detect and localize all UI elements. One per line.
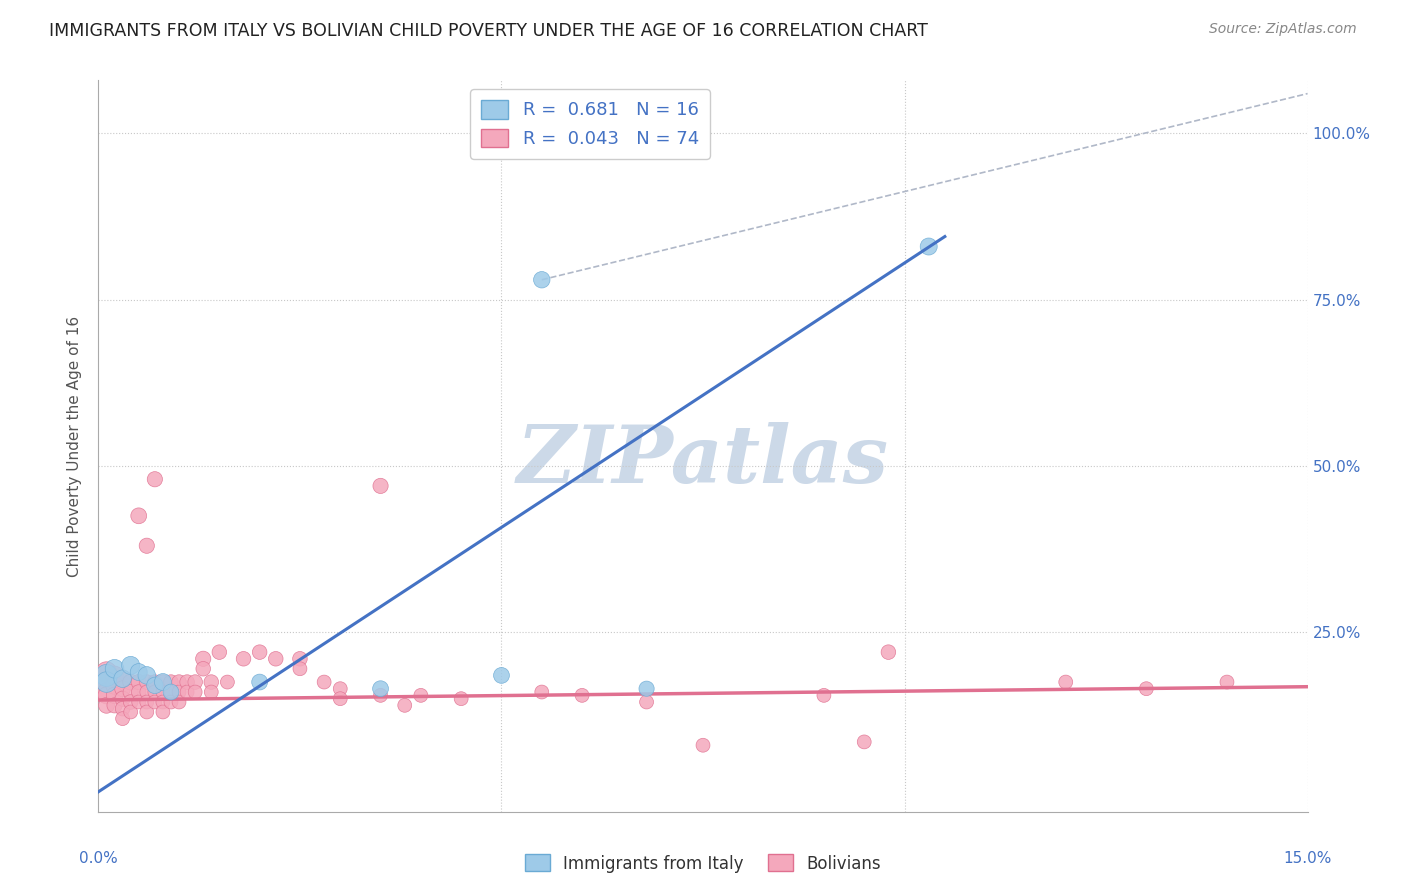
Point <box>530 685 553 699</box>
Point <box>111 712 134 726</box>
Point <box>128 695 150 709</box>
Text: Source: ZipAtlas.com: Source: ZipAtlas.com <box>1209 22 1357 37</box>
Point <box>160 685 183 699</box>
Point <box>96 665 118 679</box>
Point <box>103 668 125 682</box>
Point <box>96 685 118 699</box>
Text: ZIPatlas: ZIPatlas <box>517 422 889 500</box>
Point <box>1054 675 1077 690</box>
Point <box>96 668 118 682</box>
Point <box>208 645 231 659</box>
Point <box>329 681 352 696</box>
Point <box>217 675 239 690</box>
Point <box>143 472 166 486</box>
Point <box>135 539 157 553</box>
Point <box>249 675 271 690</box>
Point <box>143 685 166 699</box>
Text: IMMIGRANTS FROM ITALY VS BOLIVIAN CHILD POVERTY UNDER THE AGE OF 16 CORRELATION : IMMIGRANTS FROM ITALY VS BOLIVIAN CHILD … <box>49 22 928 40</box>
Point <box>152 675 174 690</box>
Point <box>96 689 118 703</box>
Point <box>370 689 392 703</box>
Point <box>918 239 941 253</box>
Point <box>264 652 287 666</box>
Point <box>200 675 222 690</box>
Point <box>111 681 134 696</box>
Point <box>103 678 125 692</box>
Point <box>111 691 134 706</box>
Point <box>143 675 166 690</box>
Point <box>370 681 392 696</box>
Text: 0.0%: 0.0% <box>79 851 118 865</box>
Point <box>103 662 125 676</box>
Point <box>120 658 142 673</box>
Point <box>96 698 118 713</box>
Point <box>167 685 190 699</box>
Point <box>692 738 714 752</box>
Point <box>128 685 150 699</box>
Point <box>128 675 150 690</box>
Point <box>329 691 352 706</box>
Point <box>200 685 222 699</box>
Point <box>120 695 142 709</box>
Point <box>160 675 183 690</box>
Point <box>152 685 174 699</box>
Point <box>160 685 183 699</box>
Point <box>103 689 125 703</box>
Point <box>571 689 593 703</box>
Point <box>135 675 157 690</box>
Point <box>636 695 658 709</box>
Point <box>96 675 118 690</box>
Text: 15.0%: 15.0% <box>1284 851 1331 865</box>
Point <box>111 672 134 686</box>
Point <box>128 508 150 523</box>
Point <box>120 675 142 690</box>
Legend: Immigrants from Italy, Bolivians: Immigrants from Italy, Bolivians <box>517 847 889 880</box>
Point <box>530 273 553 287</box>
Point <box>160 695 183 709</box>
Point <box>167 675 190 690</box>
Point <box>853 735 876 749</box>
Point <box>288 662 311 676</box>
Y-axis label: Child Poverty Under the Age of 16: Child Poverty Under the Age of 16 <box>67 316 83 576</box>
Point <box>184 675 207 690</box>
Point <box>491 668 513 682</box>
Point <box>152 695 174 709</box>
Point <box>152 705 174 719</box>
Point <box>184 685 207 699</box>
Point <box>193 652 215 666</box>
Point <box>135 668 157 682</box>
Point <box>394 698 416 713</box>
Point <box>314 675 336 690</box>
Point <box>111 672 134 686</box>
Point <box>135 685 157 699</box>
Point <box>167 695 190 709</box>
Point <box>135 705 157 719</box>
Point <box>111 701 134 715</box>
Point <box>128 665 150 679</box>
Point <box>1216 675 1239 690</box>
Point <box>96 675 118 690</box>
Point <box>193 662 215 676</box>
Point <box>176 675 198 690</box>
Point <box>409 689 432 703</box>
Point <box>143 678 166 692</box>
Point <box>249 645 271 659</box>
Point <box>288 652 311 666</box>
Point <box>636 681 658 696</box>
Point <box>120 705 142 719</box>
Point <box>143 695 166 709</box>
Point <box>232 652 254 666</box>
Point <box>877 645 900 659</box>
Point <box>103 698 125 713</box>
Point <box>120 685 142 699</box>
Point <box>450 691 472 706</box>
Point <box>135 695 157 709</box>
Point <box>1135 681 1157 696</box>
Point <box>176 685 198 699</box>
Legend: R =  0.681   N = 16, R =  0.043   N = 74: R = 0.681 N = 16, R = 0.043 N = 74 <box>470 89 710 159</box>
Point <box>152 675 174 690</box>
Point <box>813 689 835 703</box>
Point <box>370 479 392 493</box>
